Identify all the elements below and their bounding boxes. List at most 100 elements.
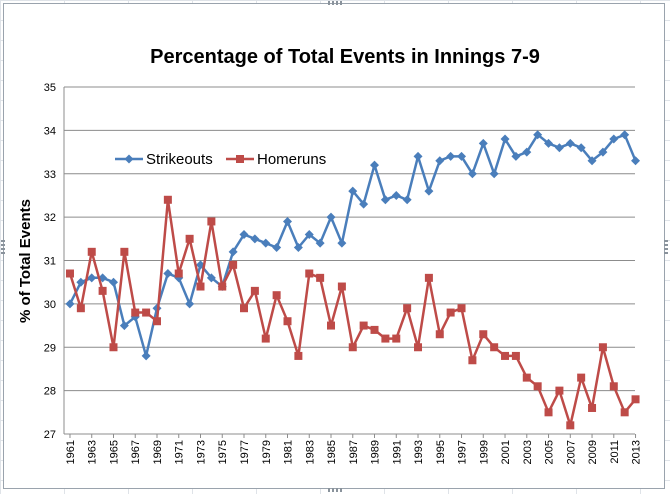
- x-tick-label-1967: 1967: [130, 440, 142, 464]
- homeruns-point-2008: [577, 373, 586, 382]
- homeruns-point-1966: [120, 247, 129, 256]
- resize-handle-top[interactable]: [328, 1, 342, 5]
- homeruns-point-1981: [283, 317, 292, 326]
- homeruns-point-1964: [98, 286, 107, 295]
- series-homeruns: [65, 195, 640, 430]
- homeruns-point-1983: [305, 269, 314, 278]
- x-axis-ticks: 1961 1963 1965 1967 1969 1971 1973 1975 1977 1979…: [65, 434, 643, 464]
- strikeouts-point-2009: [587, 156, 597, 166]
- homeruns-point-1998: [468, 356, 477, 365]
- homeruns-point-2011: [609, 382, 618, 391]
- homeruns-point-1976: [229, 260, 238, 269]
- homeruns-point-1986: [337, 282, 346, 291]
- y-tick-label-31: 31: [44, 256, 56, 268]
- x-tick-label-2013: 2013: [631, 440, 643, 464]
- x-tick-label-1995: 1995: [435, 440, 447, 464]
- x-tick-label-1969: 1969: [152, 440, 164, 464]
- y-tick-label-29: 29: [44, 342, 56, 354]
- strikeouts-point-1999: [478, 138, 488, 148]
- chart-frame[interactable]: [3, 3, 665, 489]
- strikeouts-point-1978: [250, 234, 260, 244]
- strikeouts-point-1984: [315, 238, 325, 248]
- homeruns-point-1995: [435, 330, 444, 339]
- strikeouts-point-1961: [65, 299, 75, 309]
- y-tick-label-30: 30: [44, 299, 56, 311]
- strikeouts-point-1982: [293, 242, 303, 252]
- strikeouts-point-1998: [467, 169, 477, 179]
- homeruns-point-2009: [588, 403, 597, 412]
- homeruns-point-1979: [261, 334, 270, 343]
- strikeouts-point-1966: [119, 321, 129, 331]
- strikeouts-point-1988: [359, 199, 369, 209]
- x-tick-label-1997: 1997: [457, 440, 469, 464]
- strikeouts-point-1993: [413, 151, 423, 161]
- x-tick-label-1993: 1993: [413, 440, 425, 464]
- strikeouts-point-2001: [500, 134, 510, 144]
- x-tick-label-1973: 1973: [195, 440, 207, 464]
- x-tick-label-1965: 1965: [108, 440, 120, 464]
- chart-title: Percentage of Total Events in Innings 7-…: [150, 46, 540, 68]
- strikeouts-point-1992: [402, 195, 412, 205]
- homeruns-point-1991: [392, 334, 401, 343]
- homeruns-point-2003: [522, 373, 531, 382]
- strikeouts-point-2005: [544, 138, 554, 148]
- strikeouts-point-2004: [533, 130, 543, 140]
- resize-handle-left[interactable]: [1, 240, 5, 254]
- homeruns-point-1972: [185, 234, 194, 243]
- homeruns-point-1984: [316, 273, 325, 282]
- strikeouts-point-1997: [457, 151, 467, 161]
- legend-strikeouts-marker: [124, 154, 134, 164]
- homeruns-point-1999: [479, 330, 488, 339]
- homeruns-point-1970: [163, 195, 172, 204]
- homeruns-point-1968: [142, 308, 151, 317]
- homeruns-point-1962: [76, 304, 85, 313]
- homeruns-point-2000: [490, 343, 499, 352]
- homeruns-point-1973: [196, 282, 205, 291]
- resize-handle-right[interactable]: [664, 240, 668, 254]
- x-tick-label-1977: 1977: [239, 440, 251, 464]
- x-tick-label-1989: 1989: [370, 440, 382, 464]
- strikeouts-point-1963: [87, 273, 97, 283]
- strikeouts-point-2011: [609, 134, 619, 144]
- y-tick-label-34: 34: [44, 125, 56, 137]
- strikeouts-point-1970: [163, 269, 173, 279]
- x-tick-label-2003: 2003: [522, 440, 534, 464]
- y-axis-label: % of Total Events: [17, 199, 34, 323]
- homeruns-point-1963: [87, 247, 96, 256]
- strikeouts-point-1986: [337, 238, 347, 248]
- strikeouts-point-1994: [424, 186, 434, 196]
- strikeouts-point-2000: [489, 169, 499, 179]
- x-tick-label-1981: 1981: [283, 440, 295, 464]
- homeruns-point-2007: [566, 421, 575, 430]
- strikeouts-point-1996: [446, 151, 456, 161]
- strikeouts-point-1981: [283, 216, 293, 226]
- homeruns-point-1987: [348, 343, 357, 352]
- resize-handle-bottom[interactable]: [328, 488, 342, 492]
- homeruns-point-1965: [109, 343, 118, 352]
- homeruns-point-1980: [272, 291, 281, 300]
- homeruns-point-2013: [631, 395, 640, 404]
- x-tick-label-1963: 1963: [87, 440, 99, 464]
- x-tick-label-1979: 1979: [261, 440, 273, 464]
- homeruns-point-1961: [65, 269, 74, 278]
- homeruns-point-2005: [544, 408, 553, 417]
- strikeouts-point-2002: [511, 151, 521, 161]
- homeruns-point-1978: [250, 286, 259, 295]
- y-tick-label-28: 28: [44, 386, 56, 398]
- x-tick-label-2011: 2011: [609, 440, 621, 464]
- x-tick-label-2001: 2001: [500, 440, 512, 464]
- x-tick-label-1999: 1999: [478, 440, 490, 464]
- strikeouts-point-1989: [370, 160, 380, 170]
- homeruns-point-2004: [533, 382, 542, 391]
- homeruns-point-2006: [555, 386, 564, 395]
- strikeouts-point-1972: [185, 299, 195, 309]
- strikeouts-point-1968: [141, 351, 151, 361]
- strikeouts-point-1976: [228, 247, 238, 257]
- strikeouts-point-1974: [206, 273, 216, 283]
- strikeouts-point-1980: [272, 242, 282, 252]
- strikeouts-point-2012: [620, 130, 630, 140]
- x-tick-label-2007: 2007: [565, 440, 577, 464]
- strikeouts-point-2003: [522, 147, 532, 157]
- homeruns-point-1969: [152, 317, 161, 326]
